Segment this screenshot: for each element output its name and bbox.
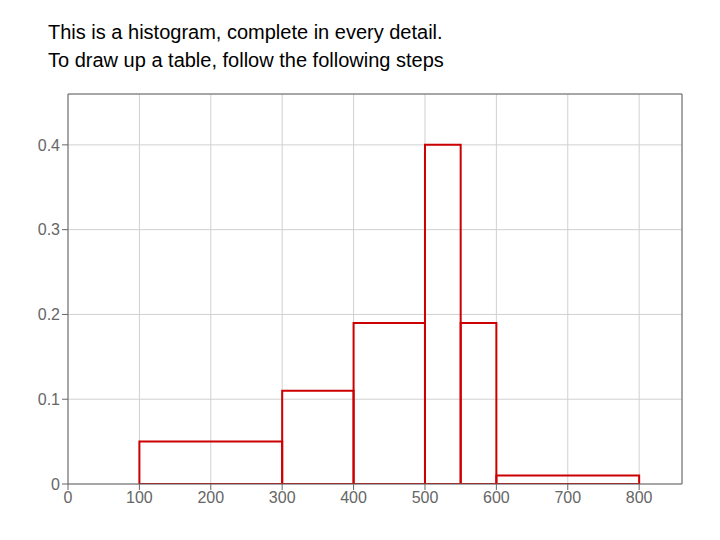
svg-text:0.2: 0.2	[38, 306, 60, 323]
svg-text:0.1: 0.1	[38, 391, 60, 408]
svg-text:0: 0	[51, 476, 60, 493]
svg-text:300: 300	[269, 489, 296, 506]
svg-text:800: 800	[626, 489, 653, 506]
svg-text:600: 600	[483, 489, 510, 506]
svg-text:200: 200	[197, 489, 224, 506]
svg-text:0: 0	[64, 489, 73, 506]
svg-text:500: 500	[412, 489, 439, 506]
html-text:This is a histogram, complete: This is a histogram, complete in every d…	[48, 21, 443, 43]
svg-text:0.3: 0.3	[38, 221, 60, 238]
svg-text:700: 700	[554, 489, 581, 506]
svg-text:400: 400	[340, 489, 367, 506]
svg-text:0.4: 0.4	[38, 137, 60, 154]
svg-text:100: 100	[126, 489, 153, 506]
html-text:To draw up a table, follow the: To draw up a table, follow the following…	[48, 49, 444, 71]
